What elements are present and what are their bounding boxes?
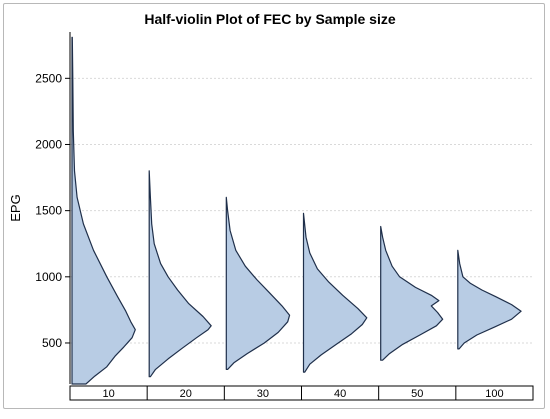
chart-title: Half-violin Plot of FEC by Sample size: [144, 11, 395, 27]
x-tick-label: 10: [102, 388, 114, 400]
y-tick-label: 1500: [35, 204, 62, 218]
violin-10: [71, 36, 136, 385]
violin-20: [148, 170, 212, 378]
x-tick-label: 100: [485, 388, 503, 400]
violin-40: [302, 212, 368, 373]
axis-layer: 500 1000 1500 2000 2500: [35, 32, 71, 384]
x-tick-label: 30: [257, 388, 269, 400]
x-tick-label: 40: [334, 388, 346, 400]
violin-100: [457, 249, 522, 350]
x-tick-label: 20: [180, 388, 192, 400]
violin-50: [380, 225, 444, 361]
violin-layer: [71, 36, 522, 385]
y-tick-label: 1000: [35, 270, 62, 284]
y-tick-label: 2500: [35, 71, 62, 85]
grid-layer: [70, 77, 533, 344]
chart-frame: [3, 3, 545, 409]
x-axis: 10 20 30 40 50 100: [69, 385, 534, 401]
violin-30: [225, 196, 291, 370]
y-tick-label: 500: [42, 336, 62, 350]
x-tick-label: 50: [411, 388, 423, 400]
y-axis-label: EPG: [8, 194, 23, 221]
y-tick-label: 2000: [35, 137, 62, 151]
